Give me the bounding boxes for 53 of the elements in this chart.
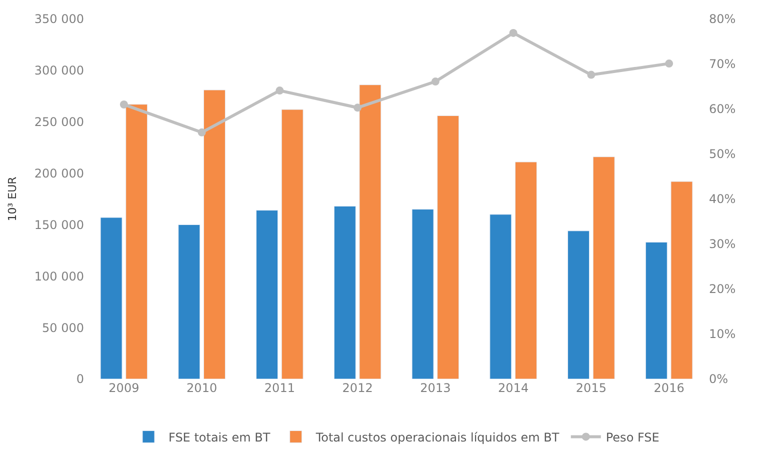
bar [281,109,304,379]
y2-tick-label: 60% [709,102,736,116]
bar [126,104,148,379]
bar [100,217,122,379]
bar [178,224,200,379]
y-tick-label: 100 000 [34,269,84,284]
y-tick-label: 200 000 [34,166,84,180]
point [354,104,362,112]
bar [437,115,460,379]
bar [334,206,356,379]
y-tick-label: 350 000 [34,12,84,26]
y2-tick-label: 30% [709,237,736,252]
point [120,100,128,108]
x-tick-label: 2010 [186,381,218,395]
y-tick-label: 250 000 [34,115,84,130]
x-tick-label: 2016 [654,381,684,395]
bar [203,90,226,379]
legend-label: FSE totais em BT [168,430,271,444]
point [431,78,440,86]
x-tick-label: 2015 [576,381,606,395]
x-tick-label: 2009 [108,381,140,395]
legend-label: Total custos operacionais líquidos em BT [314,430,560,444]
y-tick-label: 0 [76,372,84,386]
y2-tick-label: 70% [709,57,736,72]
point [509,28,518,37]
bar [568,230,590,379]
bar [256,210,278,379]
x-tick-label: 2012 [342,381,373,395]
y2-tick-label: 50% [709,147,736,162]
y2-tick-label: 0% [709,372,728,386]
y-tick-label: 150 000 [34,218,84,232]
point [198,128,206,136]
bar [359,84,382,379]
legend-label: Peso FSE [606,430,660,444]
bar [514,162,537,379]
y2-tick-label: 10% [709,327,736,342]
bar [490,214,512,379]
bar [592,156,615,379]
y-tick-label: 300 000 [34,64,84,78]
y-axis-title: 10³ EUR [6,176,20,222]
y2-tick-label: 80% [709,12,736,26]
bar [670,181,693,379]
y2-tick-label: 20% [709,282,736,296]
x-tick-label: 2014 [498,381,529,395]
point [665,60,674,68]
bar [412,209,434,379]
x-tick-label: 2013 [420,381,451,395]
y-tick-label: 50 000 [42,320,84,335]
point [587,70,596,79]
x-tick-label: 2011 [264,381,295,395]
y2-tick-label: 40% [709,192,736,206]
point [276,86,284,95]
bar [645,242,668,379]
